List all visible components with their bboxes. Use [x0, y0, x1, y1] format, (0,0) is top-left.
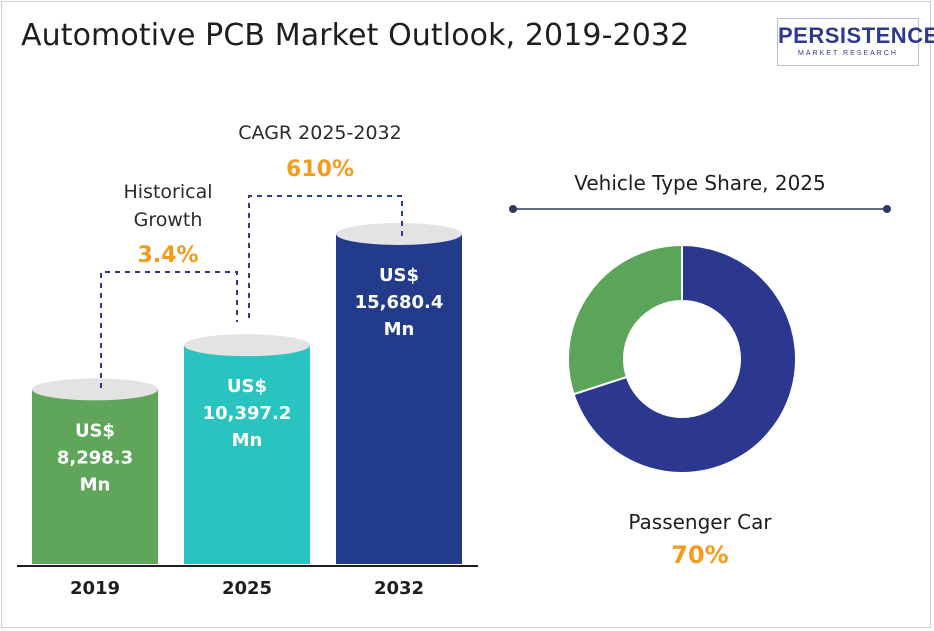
bar-value-label: 15,680.4	[355, 292, 444, 313]
bar-2032	[336, 234, 462, 564]
x-tick-label: 2032	[374, 578, 424, 599]
donut-slice	[572, 243, 797, 474]
bar-value-label: Mn	[384, 319, 415, 340]
bar-value-label: Mn	[232, 430, 263, 451]
historical-label-line1: Historical	[124, 181, 213, 203]
donut-title: Vehicle Type Share, 2025	[574, 171, 826, 195]
bar-value-label: US$	[379, 265, 419, 286]
historical-growth-value: 3.4%	[137, 243, 198, 268]
donut-slice	[567, 243, 683, 396]
bar-cap-2025	[184, 334, 310, 357]
cagr-connector	[248, 195, 403, 318]
x-tick-label: 2025	[222, 578, 272, 599]
bar-cap-2019	[32, 378, 158, 401]
donut-category-label: Passenger Car	[628, 510, 772, 534]
logo-wordmark: PERSISTENCE	[778, 23, 934, 48]
logo-tagline: MARKET RESEARCH	[798, 50, 898, 57]
donut-percentage-label: 70%	[671, 541, 728, 569]
bar-2025	[184, 345, 310, 564]
x-tick-label: 2019	[70, 578, 120, 599]
bar-value-label: US$	[227, 376, 267, 397]
rule-end-dot-left	[509, 205, 517, 213]
bar-value-label: US$	[75, 420, 115, 441]
historical-label-line2: Growth	[134, 209, 203, 231]
historical-connector	[100, 271, 238, 388]
brand-logo: PERSISTENCE MARKET RESEARCH	[777, 18, 934, 66]
cagr-label: CAGR 2025-2032	[238, 122, 401, 144]
bar-value-label: 10,397.2	[203, 403, 292, 424]
cagr-value: 610%	[286, 157, 354, 182]
bar-2019	[32, 389, 158, 564]
bar-chart: US$ 8,298.3 Mn US$ 10,397.2 Mn US$ 15,680.4 Mn	[32, 223, 462, 564]
x-axis-ticks: 2019 2025 2032	[70, 578, 424, 599]
bar-cap-2032	[336, 223, 462, 245]
page-title: Automotive PCB Market Outlook, 2019-2032	[21, 18, 690, 53]
rule-end-dot-right	[883, 205, 891, 213]
bar-value-label: Mn	[80, 474, 111, 495]
donut-chart	[567, 243, 797, 474]
bar-value-label: 8,298.3	[57, 447, 133, 468]
